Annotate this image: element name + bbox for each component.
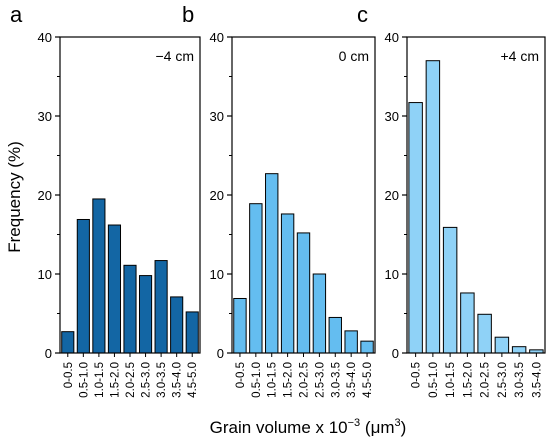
x-category-label-c-3: 1.0-1.5: [445, 362, 457, 398]
bar-c-7: [511, 346, 527, 354]
x-axis-title-unit-close: ): [401, 418, 407, 437]
x-category-label-a-9: 4.5-5.0: [187, 362, 199, 398]
x-category-label-b-1: 0-0.5: [235, 362, 247, 388]
x-category-label-c-8: 3.5-4.0: [531, 362, 543, 398]
bar-c-4: [460, 292, 475, 354]
x-axis-title-unit-open: (: [360, 418, 371, 437]
y-axis-title: Frequency (%): [5, 141, 24, 252]
panel-a: 0 10 20 30 40 0-0.5 0.5-1.0 1.0-1.5 1.5-2.0 2.0-2…: [10, 2, 201, 398]
bar-a-2: [76, 218, 90, 354]
x-category-label-b-3: 1.0-1.5: [267, 362, 279, 398]
x-category-label-a-8: 3.5-4.0: [172, 362, 184, 398]
bar-b-9: [360, 340, 374, 354]
x-category-label-a-6: 2.5-3.0: [141, 362, 153, 398]
y-tick-label-a-30: 30: [38, 109, 52, 124]
x-category-label-a-2: 0.5-1.0: [78, 362, 90, 398]
bar-b-6: [312, 273, 327, 354]
x-category-label-c-2: 0.5-1.0: [428, 362, 440, 398]
panel-c: 0 10 20 30 40 0-0.5 0.5-1.0 1.0-1.5 1.5-2.0 2.0-2…: [357, 2, 546, 398]
bar-c-5: [477, 313, 492, 354]
panel-letter-b: b: [182, 2, 194, 27]
bar-b-2: [249, 203, 263, 354]
x-axis-title-unit-exponent: 3: [395, 417, 401, 429]
bar-a-6: [138, 275, 153, 354]
x-axis-title-exponent: −3: [348, 417, 361, 429]
x-category-label-a-4: 1.5-2.0: [109, 362, 121, 398]
x-category-label-c-4: 1.5-2.0: [462, 362, 474, 398]
y-tick-label-a-0: 0: [45, 346, 52, 361]
x-category-label-b-2: 0.5-1.0: [251, 362, 263, 398]
x-category-label-b-7: 3.0-3.5: [330, 362, 342, 398]
x-category-label-c-7: 3.0-3.5: [514, 362, 526, 398]
x-category-label-b-6: 2.5-3.0: [314, 362, 326, 398]
y-tick-label-c-30: 30: [385, 109, 399, 124]
y-tick-label-c-0: 0: [392, 346, 399, 361]
x-category-label-b-9: 4.5-5.0: [362, 362, 374, 398]
bar-a-9: [185, 311, 199, 354]
x-category-label-a-1: 0-0.5: [63, 362, 75, 388]
y-tick-label-c-20: 20: [385, 188, 399, 203]
x-axis-title-main: Grain volume x 10: [210, 418, 348, 437]
panel-b: 0 10 20 30 40 0-0.5 0.5-1.0 1.0-1.5 1.5-2.0 2.0-2…: [182, 2, 376, 398]
bar-a-5: [123, 264, 137, 354]
x-axis-title: Grain volume x 10−3 (μm3): [210, 417, 407, 437]
y-tick-label-a-40: 40: [38, 30, 52, 45]
bar-b-1: [233, 297, 247, 354]
bar-a-1: [61, 331, 75, 354]
bar-b-5: [296, 232, 311, 354]
y-tick-label-c-40: 40: [385, 30, 399, 45]
panel-letter-a: a: [10, 2, 23, 27]
panel-letter-c: c: [357, 2, 368, 27]
y-tick-label-a-20: 20: [38, 188, 52, 203]
panel-annotation-a: −4 cm: [155, 48, 194, 64]
x-category-label-a-5: 2.0-2.5: [125, 362, 137, 398]
bar-a-8: [170, 296, 184, 354]
panel-annotation-c: +4 cm: [500, 48, 539, 64]
bar-b-3: [265, 173, 279, 354]
bar-a-4: [107, 224, 122, 354]
x-category-label-c-5: 2.0-2.5: [480, 362, 492, 398]
bar-c-6: [494, 336, 510, 354]
x-category-label-b-5: 2.0-2.5: [299, 362, 311, 398]
x-category-label-b-4: 1.5-2.0: [283, 362, 295, 398]
y-tick-label-c-10: 10: [385, 267, 399, 282]
y-tick-label-b-20: 20: [210, 188, 224, 203]
x-category-label-a-7: 3.0-3.5: [156, 362, 168, 398]
bar-b-7: [328, 316, 342, 354]
bar-b-8: [344, 330, 358, 354]
bar-a-7: [154, 260, 168, 354]
bar-c-3: [442, 226, 458, 354]
x-category-label-a-3: 1.0-1.5: [94, 362, 106, 398]
y-tick-label-b-10: 10: [210, 267, 224, 282]
bar-b-4: [280, 213, 295, 354]
y-tick-label-b-40: 40: [210, 30, 224, 45]
x-axis-title-unit-mu: μm: [371, 418, 395, 437]
x-category-label-c-1: 0-0.5: [411, 362, 423, 388]
bar-c-1: [408, 102, 423, 354]
panel-annotation-b: 0 cm: [339, 48, 369, 64]
x-category-label-b-8: 3.5-4.0: [346, 362, 358, 398]
y-tick-label-a-10: 10: [38, 267, 52, 282]
y-tick-label-b-0: 0: [217, 346, 224, 361]
y-tick-label-b-30: 30: [210, 109, 224, 124]
bar-a-3: [92, 198, 106, 354]
bar-c-2: [425, 60, 441, 354]
x-category-label-c-6: 2.5-3.0: [497, 362, 509, 398]
